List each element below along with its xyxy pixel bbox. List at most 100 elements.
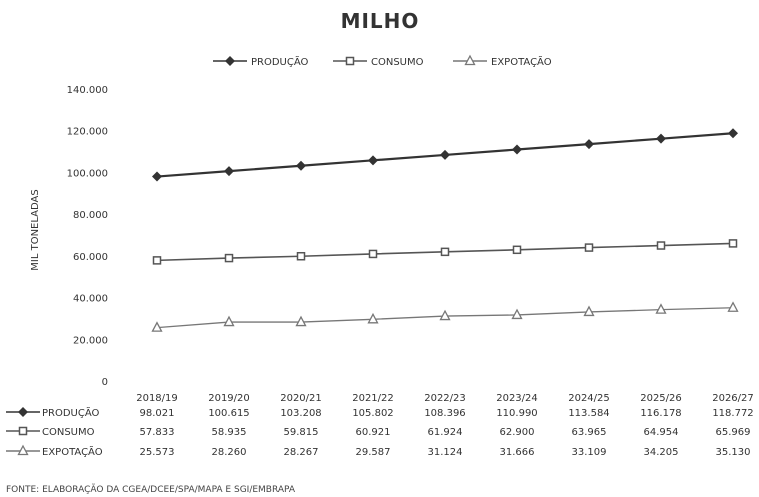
- data-point: [368, 155, 378, 166]
- x-tick-label: 2024/25: [568, 393, 610, 404]
- source-note: FONTE: ELABORAÇÃO DA CGEA/DCEE/SPA/MAPA …: [6, 484, 296, 495]
- data-label: 29.587: [356, 447, 391, 458]
- data-point: [439, 309, 451, 321]
- legend-marker: [464, 54, 476, 66]
- data-label: 64.954: [644, 427, 679, 438]
- data-label: 31.124: [428, 447, 463, 458]
- legend: PRODUÇÃO CONSUMO EXPOTAÇÃO: [213, 54, 552, 68]
- series-lines: [151, 128, 739, 332]
- y-tick-label: 60.000: [73, 252, 108, 263]
- data-label: 31.666: [500, 447, 535, 458]
- data-point: [440, 149, 450, 160]
- table-row-producao: PRODUÇÃO 98.021 100.615 103.208 105.802 108.3…: [6, 406, 754, 419]
- data-point: [512, 144, 522, 155]
- x-tick-label: 2023/24: [496, 393, 538, 404]
- table-legend-marker: [18, 426, 28, 436]
- legend-label: PRODUÇÃO: [251, 55, 309, 68]
- legend-marker: [345, 56, 355, 66]
- legend-item-producao: PRODUÇÃO: [213, 55, 309, 68]
- data-point: [224, 166, 234, 177]
- data-point: [584, 243, 594, 252]
- data-point: [656, 133, 666, 144]
- data-point: [296, 251, 306, 261]
- data-label: 33.109: [572, 447, 607, 458]
- y-tick-label: 0: [102, 377, 108, 388]
- y-tick-label: 100.000: [67, 168, 108, 179]
- data-point: [440, 247, 450, 257]
- data-point: [367, 312, 379, 324]
- y-tick-label: 140.000: [67, 85, 108, 96]
- data-point: [727, 301, 739, 312]
- data-label: 118.772: [712, 408, 753, 419]
- x-tick-label: 2018/19: [136, 393, 178, 404]
- legend-label: EXPOTAÇÃO: [491, 55, 552, 68]
- data-point: [296, 160, 306, 171]
- data-label: 110.990: [496, 408, 537, 419]
- x-tick-label: 2020/21: [280, 393, 322, 404]
- data-point: [368, 249, 378, 259]
- data-label: 103.208: [280, 408, 321, 419]
- data-point: [223, 315, 235, 327]
- data-label: 28.267: [284, 447, 319, 458]
- y-axis-label: MIL TONELADAS: [30, 189, 41, 270]
- data-point: [655, 303, 667, 314]
- data-label: 34.205: [644, 447, 679, 458]
- data-point: [152, 256, 162, 265]
- data-label: 105.802: [352, 408, 393, 419]
- x-tick-label: 2021/22: [352, 393, 394, 404]
- x-tick-label: 2019/20: [208, 393, 250, 404]
- data-label: 100.615: [208, 408, 249, 419]
- data-point: [656, 241, 666, 250]
- data-point: [583, 305, 595, 317]
- data-point: [728, 128, 738, 139]
- legend-label: CONSUMO: [371, 57, 424, 68]
- data-point: [224, 253, 234, 263]
- legend-item-expotacao: EXPOTAÇÃO: [453, 54, 552, 68]
- data-label: 58.935: [212, 427, 247, 438]
- legend-marker: [225, 56, 235, 66]
- data-label: 28.260: [212, 447, 247, 458]
- data-label: 113.584: [568, 408, 609, 419]
- table-series-name: PRODUÇÃO: [42, 406, 100, 419]
- x-tick-label: 2025/26: [640, 393, 682, 404]
- table-legend-marker: [18, 407, 28, 417]
- table-row-expotacao: EXPOTAÇÃO 25.573 28.260 28.267 29.587 31.124 3…: [6, 444, 751, 458]
- data-label: 65.969: [716, 427, 751, 438]
- data-point: [728, 239, 738, 248]
- data-point: [152, 171, 162, 182]
- legend-item-consumo: CONSUMO: [333, 56, 424, 68]
- table-row-consumo: CONSUMO 57.833 58.935 59.815 60.921 61.924 62.…: [6, 426, 751, 438]
- table-legend-marker: [17, 444, 29, 456]
- data-point: [295, 315, 307, 327]
- data-label: 35.130: [716, 447, 751, 458]
- data-label: 57.833: [140, 427, 175, 438]
- data-label: 98.021: [140, 408, 175, 419]
- data-label: 108.396: [424, 408, 465, 419]
- y-tick-label: 20.000: [73, 335, 108, 346]
- y-tick-label: 120.000: [67, 127, 108, 138]
- data-point: [511, 308, 523, 320]
- data-label: 63.965: [572, 427, 607, 438]
- data-label: 62.900: [500, 427, 535, 438]
- data-label: 25.573: [140, 447, 175, 458]
- series-expotacao: [151, 301, 739, 332]
- y-tick-label: 80.000: [73, 210, 108, 221]
- data-point: [512, 245, 522, 255]
- data-label: 60.921: [356, 427, 391, 438]
- data-table: 2018/19 2019/20 2020/21 2021/22 2022/23 2023/…: [6, 393, 754, 458]
- chart-title: MILHO: [341, 9, 420, 33]
- x-tick-label: 2022/23: [424, 393, 466, 404]
- data-point: [151, 321, 163, 332]
- series-consumo: [152, 239, 738, 265]
- category-row: 2018/19 2019/20 2020/21 2021/22 2022/23 2023/…: [136, 393, 754, 404]
- data-label: 116.178: [640, 408, 681, 419]
- data-point: [584, 139, 594, 150]
- data-label: 59.815: [284, 427, 319, 438]
- x-tick-label: 2026/27: [712, 393, 754, 404]
- table-series-name: EXPOTAÇÃO: [42, 445, 103, 458]
- y-axis-ticks: 0 20.000 40.000 60.000 80.000 100.000 120.000 1…: [67, 85, 108, 388]
- y-tick-label: 40.000: [73, 294, 108, 305]
- data-label: 61.924: [428, 427, 463, 438]
